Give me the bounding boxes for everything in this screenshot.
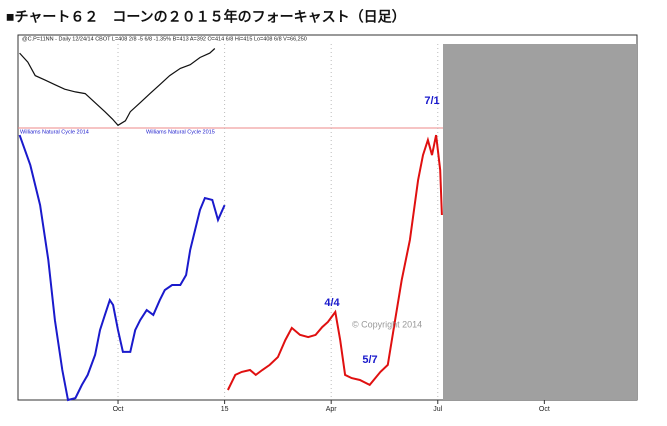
annotation: 7/1 <box>424 95 439 107</box>
chart-title: ■チャート６２ コーンの２０１５年のフォーキャスト（日足） <box>6 9 406 25</box>
panel-header: @C.P=11NN - Daily 12/24/14 CBOT L=408 2/… <box>22 36 307 42</box>
x-tick-label: Apr <box>326 406 338 413</box>
x-tick-label: Jul <box>433 406 442 413</box>
mask-box <box>443 44 637 400</box>
x-tick-label: Oct <box>539 406 550 413</box>
annotation: © Copyright 2014 <box>352 319 422 329</box>
series-line <box>19 48 216 127</box>
annotation: 5/7 <box>362 354 377 366</box>
legend-label: Williams Natural Cycle 2015 <box>146 129 215 135</box>
x-tick-label: 15 <box>221 406 229 413</box>
annotation: 4/4 <box>324 297 340 309</box>
series-line <box>18 134 226 402</box>
x-tick-label: Oct <box>113 406 124 413</box>
legend-label: Williams Natural Cycle 2014 <box>20 129 89 135</box>
series-line <box>227 134 443 391</box>
